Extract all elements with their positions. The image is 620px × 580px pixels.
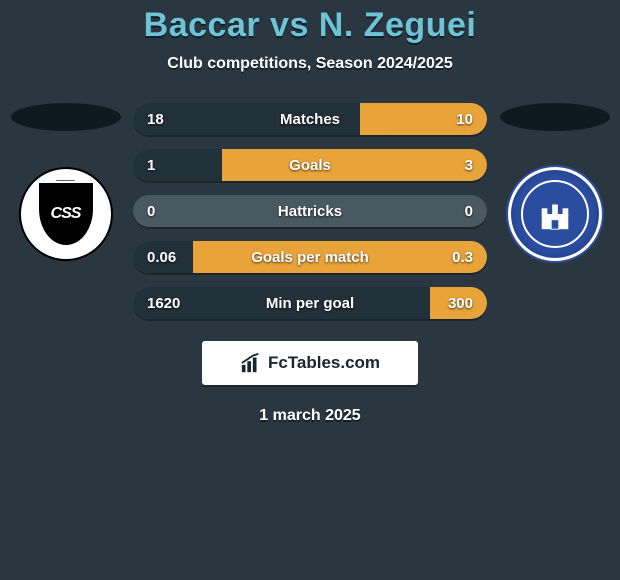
stat-value-right: 300 — [407, 295, 487, 312]
badge-ring — [521, 180, 589, 248]
stat-value-left: 1 — [133, 157, 213, 174]
stat-value-right: 3 — [407, 157, 487, 174]
brand-text: FcTables.com — [268, 353, 380, 373]
stat-bar-matches: 18Matches10 — [133, 103, 487, 135]
stat-label: Matches — [213, 111, 407, 128]
stat-bar-hattricks: 0Hattricks0 — [133, 195, 487, 227]
player-photo-placeholder-right — [500, 103, 610, 131]
stat-label: Goals per match — [213, 249, 407, 266]
stat-bar-goals: 1Goals3 — [133, 149, 487, 181]
stat-label: Goals — [213, 157, 407, 174]
badge-arc-text: ـــــــــ — [56, 175, 74, 183]
stat-value-left: 1620 — [133, 295, 213, 312]
castle-icon — [536, 195, 574, 233]
brand-badge[interactable]: FcTables.com — [202, 341, 418, 385]
stat-value-right: 10 — [407, 111, 487, 128]
stat-bar-goals-per-match: 0.06Goals per match0.3 — [133, 241, 487, 273]
stat-value-left: 0 — [133, 203, 213, 220]
page-title: Baccar vs N. Zeguei — [0, 6, 620, 45]
footer-date: 1 march 2025 — [0, 407, 620, 425]
club-badge-left: ـــــــــ CSS — [19, 167, 113, 261]
stat-label: Hattricks — [213, 203, 407, 220]
subtitle: Club competitions, Season 2024/2025 — [0, 55, 620, 73]
stat-value-right: 0.3 — [407, 249, 487, 266]
stat-label: Min per goal — [213, 295, 407, 312]
badge-initials: CSS — [51, 205, 81, 223]
stats-column: 18Matches101Goals30Hattricks00.06Goals p… — [133, 103, 487, 319]
stat-value-right: 0 — [407, 203, 487, 220]
stat-value-left: 0.06 — [133, 249, 213, 266]
right-player-col — [497, 103, 612, 261]
left-player-col: ـــــــــ CSS — [8, 103, 123, 261]
chart-icon — [240, 352, 262, 374]
comparison-row: ـــــــــ CSS 18Matches101Goals30Hattric… — [0, 103, 620, 319]
stat-bar-min-per-goal: 1620Min per goal300 — [133, 287, 487, 319]
club-badge-right — [508, 167, 602, 261]
stat-value-left: 18 — [133, 111, 213, 128]
badge-shield: CSS — [39, 183, 93, 245]
player-photo-placeholder-left — [11, 103, 121, 131]
